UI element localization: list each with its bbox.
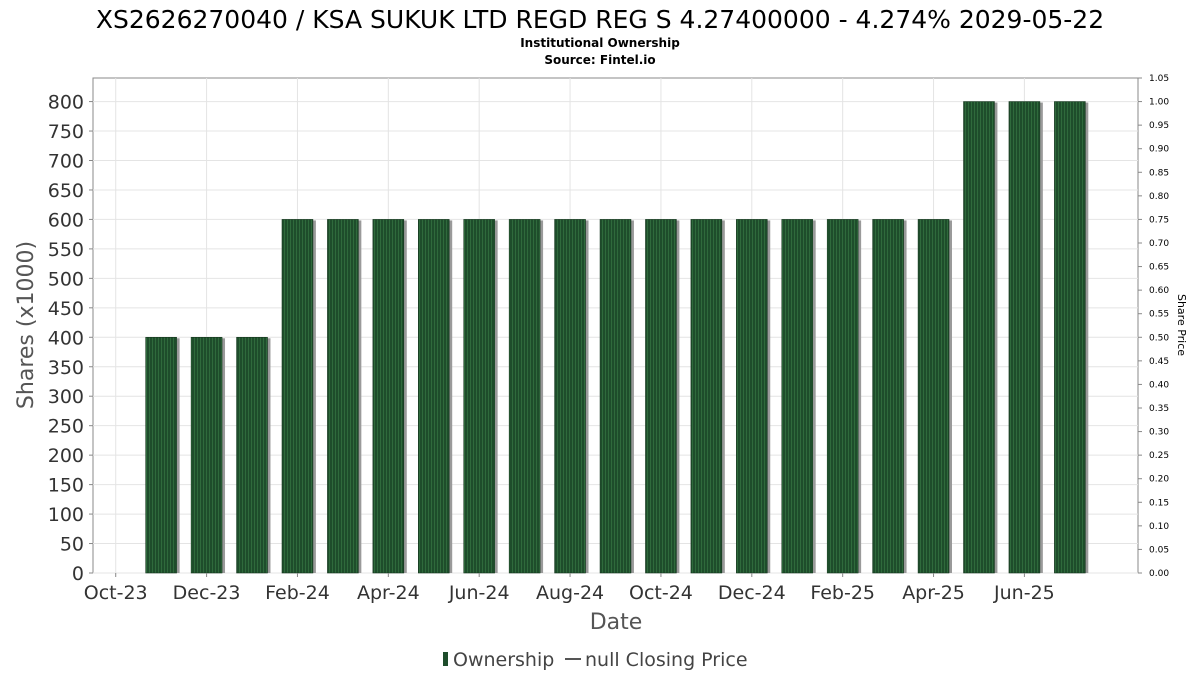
y2-tick-label-6: 0.30 xyxy=(1149,428,1169,438)
y2-tick-label-1: 0.05 xyxy=(1149,545,1169,555)
y-tick-label-2: 100 xyxy=(48,504,84,526)
bar-17 xyxy=(917,219,950,574)
y-tick-label-0: 0 xyxy=(72,563,84,585)
x-axis-ticks: Oct-23 Dec-23 Feb-24 Apr-24 Jun-24 Aug-24 Oct-… xyxy=(84,573,1055,604)
y2-tick-label-7: 0.35 xyxy=(1149,404,1169,414)
y2-axis-ticks: 0.00 0.05 0.10 0.15 0.20 0.25 0.30 0.35 0.40 0.45… xyxy=(1138,74,1169,579)
y-tick-label-10: 500 xyxy=(48,268,84,290)
bar-16 xyxy=(872,219,904,574)
y2-tick-label-14: 0.70 xyxy=(1149,239,1169,249)
chart-title: XS2626270040 / KSA SUKUK LTD REGD REG S … xyxy=(96,5,1104,34)
x-tick-label-0: Oct-23 xyxy=(84,582,148,604)
chart-subtitle-line-2: Source: Fintel.io xyxy=(544,53,655,67)
x-tick-label-8: Feb-25 xyxy=(810,582,875,604)
bar-15 xyxy=(826,219,859,574)
y2-tick-label-12: 0.60 xyxy=(1149,286,1169,296)
y-tick-label-1: 50 xyxy=(60,534,84,556)
bar-12 xyxy=(690,219,723,574)
y-tick-label-3: 150 xyxy=(48,475,84,497)
y2-tick-label-9: 0.45 xyxy=(1149,357,1169,367)
y-tick-label-11: 550 xyxy=(48,239,84,261)
y-tick-label-5: 250 xyxy=(48,416,84,438)
y2-tick-label-11: 0.55 xyxy=(1149,310,1169,320)
bar-14 xyxy=(781,219,813,574)
y2-tick-label-13: 0.65 xyxy=(1149,263,1169,273)
y2-tick-label-3: 0.15 xyxy=(1149,498,1169,508)
x-axis-label: Date xyxy=(590,610,643,635)
y2-tick-label-2: 0.10 xyxy=(1149,522,1169,532)
y2-tick-label-18: 0.90 xyxy=(1149,145,1169,155)
bar-1 xyxy=(190,336,223,574)
y2-tick-label-8: 0.40 xyxy=(1149,380,1169,390)
bar-9 xyxy=(554,219,586,574)
x-tick-label-6: Oct-24 xyxy=(629,582,693,604)
y2-tick-label-15: 0.75 xyxy=(1149,215,1169,225)
x-tick-label-9: Apr-25 xyxy=(902,582,965,604)
x-tick-label-1: Dec-23 xyxy=(173,582,241,604)
y2-tick-label-20: 1.00 xyxy=(1149,98,1169,108)
y-tick-label-12: 600 xyxy=(48,209,84,231)
x-tick-label-4: Jun-24 xyxy=(448,582,510,604)
y2-tick-label-4: 0.20 xyxy=(1149,475,1169,485)
y2-tick-label-21: 1.05 xyxy=(1149,74,1169,84)
y-tick-label-9: 450 xyxy=(48,298,84,320)
y-tick-label-6: 300 xyxy=(48,386,84,408)
y2-tick-label-5: 0.25 xyxy=(1149,451,1169,461)
y2-tick-label-17: 0.85 xyxy=(1149,168,1169,178)
y-axis-ticks: 0 50 100 150 200 250 300 350 400 450 500 550 600 650 7… xyxy=(48,92,93,585)
y-tick-label-16: 800 xyxy=(48,92,84,114)
y2-tick-label-0: 0.00 xyxy=(1149,569,1169,579)
y2-tick-label-10: 0.50 xyxy=(1149,333,1169,343)
y2-axis-label: Share Price xyxy=(1175,294,1188,356)
bar-10 xyxy=(599,219,632,574)
bar-19 xyxy=(1008,101,1041,574)
legend-swatch-ownership xyxy=(443,652,448,666)
bar-4 xyxy=(327,219,359,574)
bar-13 xyxy=(736,219,768,574)
legend-label-closing-price: null Closing Price xyxy=(585,649,748,671)
bar-3 xyxy=(281,219,314,574)
y-tick-label-4: 200 xyxy=(48,445,84,467)
bar-18 xyxy=(963,101,995,574)
y-tick-label-7: 350 xyxy=(48,357,84,379)
bar-0 xyxy=(145,336,177,574)
bars xyxy=(145,101,1089,574)
x-tick-label-10: Jun-25 xyxy=(993,582,1055,604)
x-tick-label-3: Apr-24 xyxy=(357,582,420,604)
y2-tick-label-19: 0.95 xyxy=(1149,121,1169,131)
x-tick-label-2: Feb-24 xyxy=(265,582,330,604)
x-tick-label-5: Aug-24 xyxy=(536,582,604,604)
bar-5 xyxy=(372,219,405,574)
y-tick-label-13: 650 xyxy=(48,180,84,202)
bar-2 xyxy=(236,336,268,574)
y-tick-label-15: 750 xyxy=(48,121,84,143)
y-axis-label: Shares (x1000) xyxy=(14,241,39,409)
chart-subtitle-line-1: Institutional Ownership xyxy=(520,36,680,50)
bar-20 xyxy=(1054,101,1086,574)
legend-label-ownership: Ownership xyxy=(453,649,554,671)
bar-7 xyxy=(463,219,495,574)
y-tick-label-8: 400 xyxy=(48,327,84,349)
bar-6 xyxy=(418,219,450,574)
y2-tick-label-16: 0.80 xyxy=(1149,192,1169,202)
x-tick-label-7: Dec-24 xyxy=(718,582,786,604)
bar-8 xyxy=(508,219,541,574)
legend: Ownership null Closing Price xyxy=(443,649,748,671)
y-tick-label-14: 700 xyxy=(48,151,84,173)
bar-11 xyxy=(645,219,677,574)
